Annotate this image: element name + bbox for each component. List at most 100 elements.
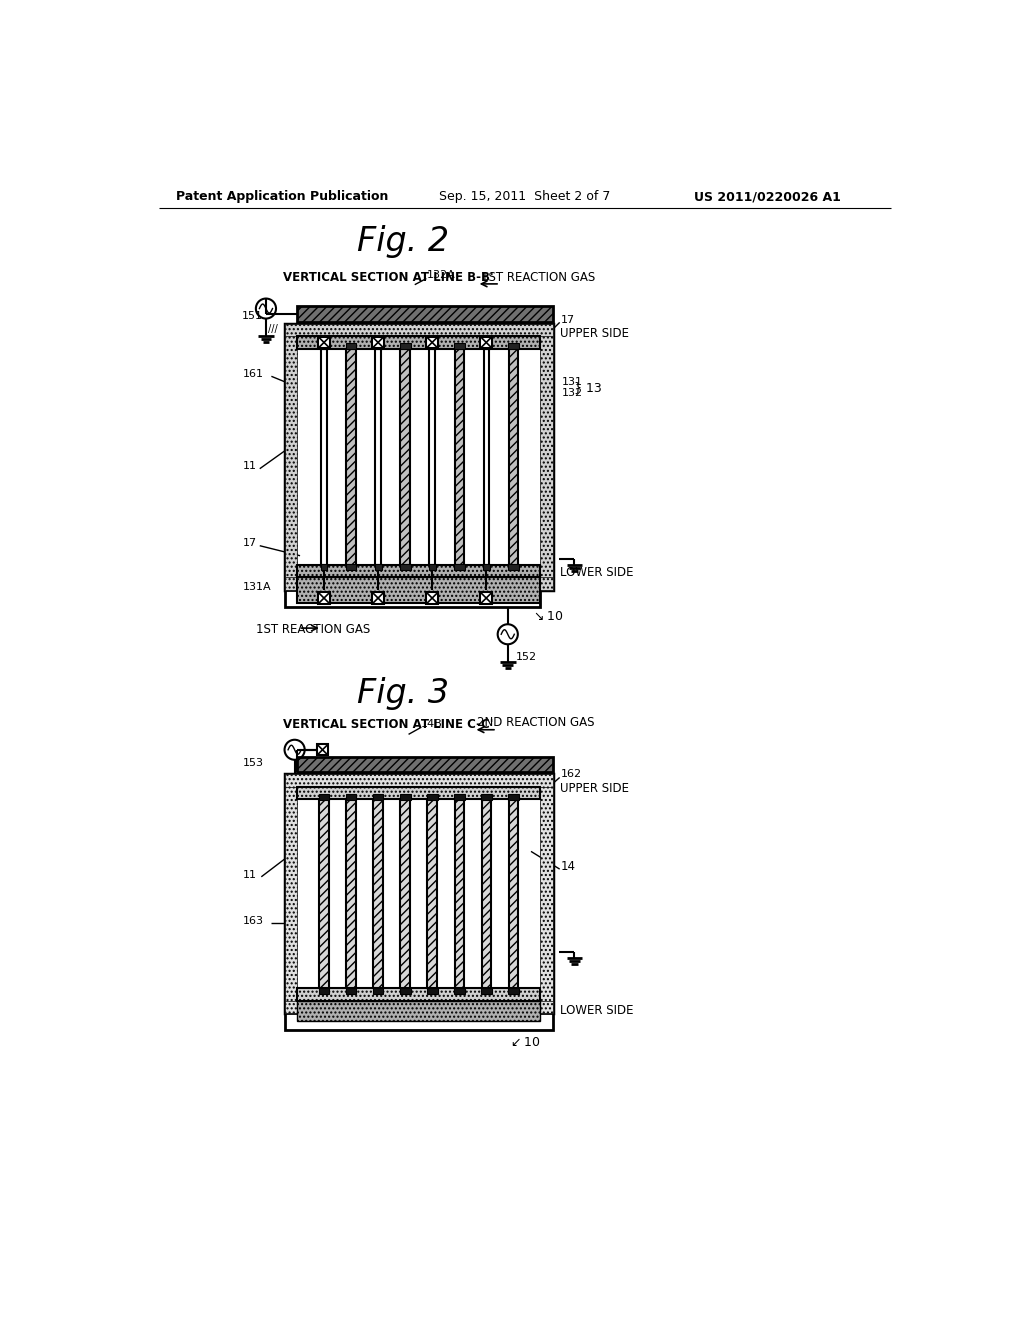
Text: VERTICAL SECTION AT LINE B-B': VERTICAL SECTION AT LINE B-B' xyxy=(283,271,494,284)
Bar xyxy=(285,1014,553,1030)
Bar xyxy=(374,799,383,989)
Bar xyxy=(297,306,553,322)
Bar xyxy=(285,577,553,590)
Bar xyxy=(373,337,384,348)
Text: 1ST REACTION GAS: 1ST REACTION GAS xyxy=(480,271,595,284)
Bar xyxy=(322,348,327,565)
Bar xyxy=(508,793,519,800)
Bar xyxy=(482,564,489,570)
Text: 162: 162 xyxy=(560,770,582,779)
Bar xyxy=(318,593,330,603)
Bar xyxy=(297,565,541,577)
Bar xyxy=(285,775,553,787)
Text: 2ND REACTION GAS: 2ND REACTION GAS xyxy=(477,715,594,729)
Bar xyxy=(375,564,382,570)
Bar xyxy=(285,1001,553,1014)
Bar xyxy=(285,590,541,607)
Bar xyxy=(297,756,553,772)
Bar xyxy=(455,348,464,565)
Text: 1ST REACTION GAS: 1ST REACTION GAS xyxy=(256,623,370,636)
Bar xyxy=(321,343,328,350)
Bar xyxy=(297,989,541,1001)
Bar xyxy=(373,987,384,994)
Bar xyxy=(480,593,493,603)
Bar xyxy=(346,564,356,570)
Text: LOWER SIDE: LOWER SIDE xyxy=(560,566,634,579)
Text: 11: 11 xyxy=(243,870,257,879)
Bar xyxy=(346,343,356,350)
Text: 14B: 14B xyxy=(421,719,442,730)
Bar xyxy=(481,799,490,989)
Text: US 2011/0220026 A1: US 2011/0220026 A1 xyxy=(693,190,841,203)
Bar xyxy=(285,323,297,590)
Bar xyxy=(318,337,330,348)
Bar xyxy=(509,799,518,989)
Bar xyxy=(346,793,356,800)
Bar xyxy=(400,348,410,565)
Text: 17: 17 xyxy=(560,315,574,325)
Bar xyxy=(321,564,328,570)
Bar xyxy=(427,799,437,989)
Text: Fig. 2: Fig. 2 xyxy=(357,226,450,259)
Bar xyxy=(454,793,465,800)
Bar xyxy=(509,348,518,565)
Text: Patent Application Publication: Patent Application Publication xyxy=(176,190,388,203)
Bar xyxy=(297,756,553,772)
Text: Sep. 15, 2011  Sheet 2 of 7: Sep. 15, 2011 Sheet 2 of 7 xyxy=(439,190,610,203)
Bar xyxy=(400,799,410,989)
Bar xyxy=(297,306,553,322)
Bar xyxy=(427,987,437,994)
Bar xyxy=(426,337,438,348)
Bar xyxy=(297,1001,541,1020)
Bar xyxy=(318,987,330,994)
Bar xyxy=(508,987,519,994)
Bar xyxy=(376,348,381,565)
Text: VERTICAL SECTION AT LINE C-C': VERTICAL SECTION AT LINE C-C' xyxy=(283,718,494,731)
Text: UPPER SIDE: UPPER SIDE xyxy=(560,327,630,341)
Bar xyxy=(317,744,328,755)
Bar xyxy=(455,799,464,989)
Bar xyxy=(297,577,541,603)
Bar xyxy=(482,343,489,350)
Bar xyxy=(429,564,435,570)
Text: } 13: } 13 xyxy=(574,381,602,395)
Bar xyxy=(481,793,492,800)
Bar xyxy=(318,793,330,800)
Text: 17: 17 xyxy=(243,539,257,548)
Bar xyxy=(319,799,329,989)
Text: ///: /// xyxy=(268,323,279,334)
Bar xyxy=(399,793,411,800)
Text: 132A: 132A xyxy=(426,271,455,280)
Text: 131: 131 xyxy=(562,376,583,387)
Bar xyxy=(375,343,382,350)
Bar xyxy=(427,793,437,800)
Bar xyxy=(297,337,541,348)
Bar xyxy=(285,775,553,1014)
Bar xyxy=(373,793,384,800)
Text: 14: 14 xyxy=(560,861,575,874)
Bar xyxy=(297,787,541,799)
Bar xyxy=(399,564,411,570)
Bar xyxy=(541,323,553,590)
Bar xyxy=(508,564,519,570)
Text: 163: 163 xyxy=(243,916,264,925)
Text: $\swarrow$10: $\swarrow$10 xyxy=(508,1036,541,1049)
Text: UPPER SIDE: UPPER SIDE xyxy=(560,781,630,795)
Text: $\searrow$10: $\searrow$10 xyxy=(531,610,563,623)
Bar xyxy=(285,323,553,590)
Bar xyxy=(399,343,411,350)
Bar xyxy=(429,348,435,565)
Bar xyxy=(454,343,465,350)
Bar xyxy=(483,348,488,565)
Text: LOWER SIDE: LOWER SIDE xyxy=(560,1005,634,1018)
Bar xyxy=(541,775,553,1014)
Text: 151: 151 xyxy=(242,312,263,321)
Bar xyxy=(285,323,553,337)
Text: 153: 153 xyxy=(243,758,264,768)
Bar xyxy=(285,775,297,1014)
Text: 11: 11 xyxy=(243,462,257,471)
Bar xyxy=(429,343,435,350)
Bar xyxy=(426,593,438,603)
Bar xyxy=(346,799,355,989)
Text: 131A: 131A xyxy=(243,582,271,591)
